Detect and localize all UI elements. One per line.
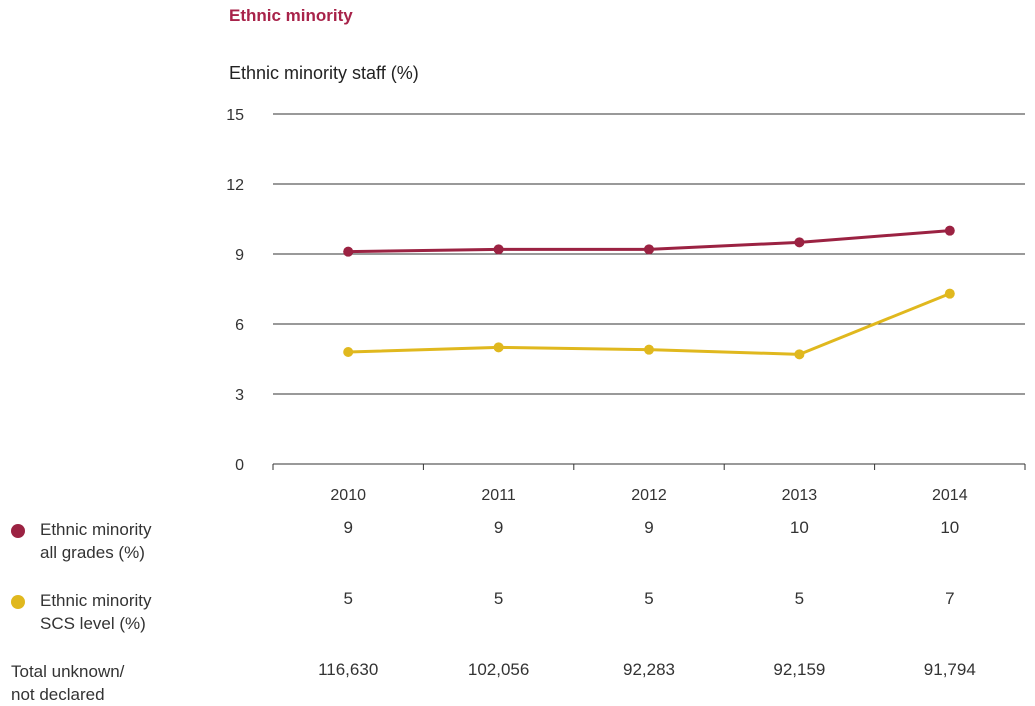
table-row-label: Ethnic minority all grades (%) — [40, 520, 152, 562]
table-cell: 9 — [644, 518, 654, 537]
x-tick-label: 2014 — [932, 487, 968, 500]
x-tick-label: 2010 — [330, 487, 366, 500]
series-point-1 — [944, 288, 955, 299]
legend-marker — [11, 595, 25, 609]
line-chart: 0 3 6 9 12 15 2010 2011 2012 2013 2014 — [226, 107, 1026, 500]
series-point-0 — [493, 244, 504, 255]
table-cell: 102,056 — [467, 660, 530, 679]
y-tick-label: 9 — [235, 247, 244, 264]
table-cell: 10 — [940, 518, 960, 537]
table-cell: 10 — [789, 518, 809, 537]
table-row-label: Ethnic minority SCS level (%) — [40, 591, 152, 633]
series-point-1 — [644, 344, 654, 355]
table-cell: 116,630 — [318, 660, 379, 679]
y-tick-label: 15 — [226, 107, 244, 124]
table-cell: 7 — [945, 589, 955, 608]
series-point-0 — [944, 225, 955, 236]
y-tick-label: 6 — [235, 317, 244, 334]
section-heading: Ethnic minority — [229, 6, 353, 25]
table-row-label: Total unknown/ not declared — [11, 662, 125, 704]
table-cell: 5 — [794, 589, 805, 608]
table-cell: 91,794 — [923, 660, 976, 679]
tick-labels: 0 3 6 9 12 15 2010 2011 2012 2013 2014 — [226, 107, 967, 500]
y-tick-label: 12 — [226, 177, 244, 194]
x-tick-label: 2011 — [481, 487, 516, 500]
series-point-1 — [794, 349, 805, 360]
series-point-0 — [644, 244, 654, 255]
series-point-1 — [493, 342, 504, 353]
x-tick-label: 2013 — [782, 487, 818, 500]
x-tick-label: 2012 — [631, 487, 667, 500]
table-cell: 9 — [343, 518, 353, 537]
table-cell: 92,159 — [773, 660, 826, 679]
table-cell: 5 — [343, 589, 353, 608]
series-lines — [343, 225, 955, 360]
chart-title: Ethnic minority staff (%) — [229, 63, 419, 83]
y-tick-label: 0 — [235, 457, 244, 474]
table-cell: 92,283 — [623, 660, 675, 679]
x-axis — [272, 463, 1026, 470]
series-point-0 — [794, 237, 805, 248]
table-cell: 9 — [493, 518, 504, 537]
table-cell: 5 — [644, 589, 654, 608]
series-point-0 — [343, 246, 354, 257]
table-cell: 5 — [493, 589, 504, 608]
legend-marker — [11, 524, 25, 538]
y-tick-label: 3 — [235, 387, 244, 404]
series-point-1 — [343, 347, 354, 357]
